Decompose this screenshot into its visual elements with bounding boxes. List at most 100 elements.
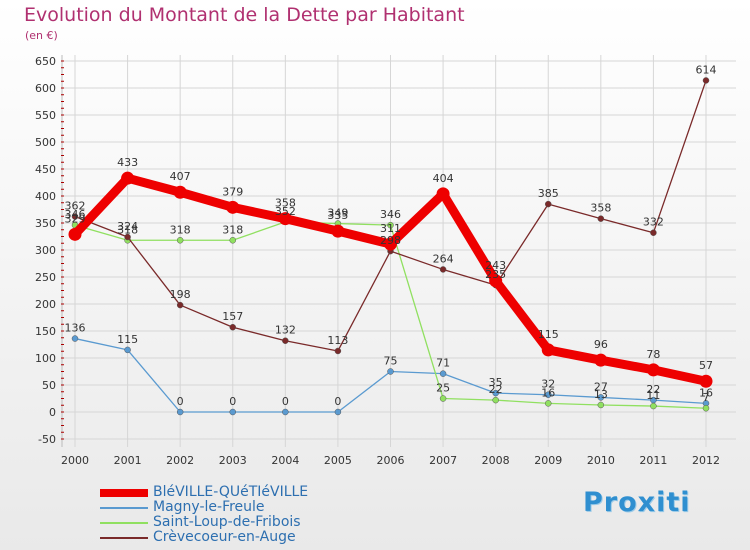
y-tick-label: -50 — [38, 433, 56, 446]
data-label: 16 — [541, 386, 555, 399]
data-label: 358 — [275, 197, 296, 210]
data-point — [492, 396, 499, 404]
data-label: 358 — [590, 202, 611, 215]
x-tick-label: 2003 — [219, 454, 247, 467]
x-tick-label: 2005 — [324, 454, 352, 467]
data-label: 614 — [696, 63, 717, 76]
data-point — [646, 363, 660, 377]
data-point — [489, 274, 503, 288]
x-tick-label: 2008 — [482, 454, 510, 467]
data-label: 132 — [275, 324, 296, 337]
data-point — [492, 389, 499, 397]
y-tick-label: 150 — [35, 325, 56, 338]
data-label: 11 — [646, 389, 660, 402]
data-label: 0 — [334, 395, 341, 408]
data-point — [68, 227, 82, 241]
data-point — [439, 395, 447, 402]
x-tick-label: 2009 — [534, 454, 562, 467]
y-tick-label: 200 — [35, 298, 56, 311]
data-point — [229, 237, 236, 244]
data-point — [121, 171, 135, 185]
axes: -500501001502002503003504004505005506006… — [35, 55, 720, 467]
data-label: 318 — [117, 223, 138, 236]
data-point — [173, 185, 187, 199]
legend-label: Magny-le-Freule — [153, 499, 265, 515]
data-label: 113 — [327, 334, 348, 347]
legend-swatch — [100, 507, 148, 509]
data-label: 379 — [222, 185, 243, 198]
data-label: 235 — [485, 268, 506, 281]
data-label: 7 — [703, 391, 710, 404]
x-tick-label: 2007 — [429, 454, 457, 467]
y-tick-label: 400 — [35, 190, 56, 203]
data-point — [439, 266, 447, 273]
data-point — [702, 77, 710, 84]
legend-item: BléVILLE-QUéTIéVILLE — [100, 485, 308, 500]
data-label: 433 — [117, 156, 138, 169]
grid — [62, 55, 736, 447]
data-label: 25 — [436, 382, 450, 395]
legend: BléVILLE-QUéTIéVILLE Magny-le-Freule Sai… — [100, 485, 308, 545]
data-point — [597, 394, 605, 401]
series-layer — [68, 77, 713, 416]
data-label: 32 — [541, 378, 555, 391]
data-point — [334, 408, 342, 416]
y-tick-label: 0 — [49, 406, 56, 419]
x-tick-label: 2002 — [166, 454, 194, 467]
y-tick-label: 550 — [35, 109, 56, 122]
legend-label: BléVILLE-QUéTIéVILLE — [153, 484, 309, 500]
data-label: 318 — [222, 223, 243, 236]
x-tick-label: 2010 — [587, 454, 615, 467]
data-point — [176, 301, 184, 309]
data-label: 0 — [229, 395, 236, 408]
data-point — [702, 404, 710, 412]
data-point — [124, 233, 131, 241]
data-label: 346 — [380, 208, 401, 221]
data-label: 324 — [117, 220, 138, 233]
y-tick-label: 100 — [35, 352, 56, 365]
legend-item: Crèvecoeur-en-Auge — [100, 530, 308, 545]
data-point — [541, 343, 555, 357]
data-point — [331, 224, 345, 238]
data-point — [282, 408, 289, 416]
data-label: 96 — [594, 338, 608, 351]
y-tick-label: 300 — [35, 244, 56, 257]
data-point — [545, 400, 552, 407]
data-label: 78 — [646, 348, 660, 361]
legend-item: Saint-Loup-de-Fribois — [100, 515, 308, 530]
data-point — [278, 212, 292, 226]
data-point — [594, 353, 608, 367]
data-label: 35 — [489, 376, 503, 389]
legend-item: Magny-le-Freule — [100, 500, 308, 515]
data-label: 115 — [538, 328, 559, 341]
y-tick-label: 350 — [35, 217, 56, 230]
data-label: 362 — [65, 200, 86, 213]
data-label: 0 — [177, 395, 184, 408]
data-label: 71 — [436, 357, 450, 370]
chart-title: Evolution du Montant de la Dette par Hab… — [24, 4, 465, 26]
x-tick-label: 2000 — [61, 454, 89, 467]
data-label: 57 — [699, 359, 713, 372]
legend-swatch — [100, 489, 148, 497]
data-point — [699, 374, 713, 388]
data-point — [439, 370, 447, 377]
data-label: 22 — [646, 383, 660, 396]
data-point — [71, 335, 79, 342]
proxiti-logo: Proxiti — [583, 487, 691, 518]
legend-label: Saint-Loup-de-Fribois — [153, 514, 301, 530]
data-label: 318 — [170, 223, 191, 236]
data-point — [176, 237, 184, 244]
x-tick-label: 2012 — [692, 454, 720, 467]
y-tick-label: 500 — [35, 136, 56, 149]
data-point — [650, 402, 657, 410]
data-label: 349 — [327, 207, 348, 220]
data-point — [436, 187, 450, 201]
data-label: 407 — [170, 170, 191, 183]
data-label: 22 — [489, 383, 503, 396]
data-point — [650, 229, 657, 236]
data-point — [384, 237, 397, 251]
data-point — [597, 401, 605, 409]
x-tick-label: 2001 — [114, 454, 142, 467]
data-point — [597, 215, 605, 222]
